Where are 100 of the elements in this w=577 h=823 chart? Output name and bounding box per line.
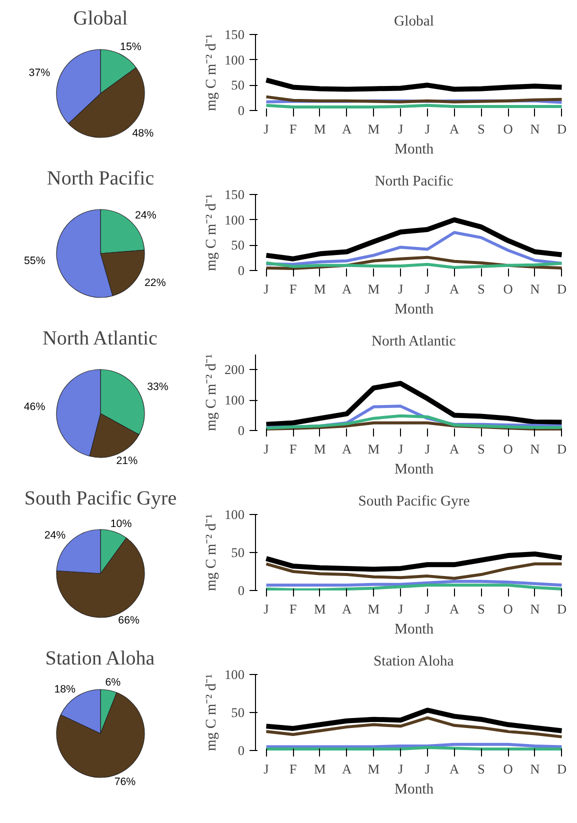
chart-title: North Atlantic: [42, 328, 158, 350]
data-label: 6%: [105, 676, 122, 688]
x-tick-label: D: [556, 762, 567, 776]
x-tick-label: A: [342, 762, 352, 776]
x-tick-label: D: [556, 602, 567, 616]
x-tick-label: N: [530, 602, 540, 616]
data-label: 24%: [134, 209, 157, 222]
x-tick-label: J: [398, 282, 404, 296]
data-label: 33%: [147, 381, 169, 394]
y-tick-label: 0: [238, 743, 245, 758]
y-axis-title: mg C m⁻² d⁻¹: [204, 34, 220, 112]
chart-title: South Pacific Gyre: [24, 488, 177, 510]
x-tick-label: M: [314, 442, 326, 456]
y-tick-label: 50: [231, 238, 245, 253]
x-tick-label: N: [530, 442, 540, 456]
y-tick-label: 0: [238, 103, 245, 118]
x-tick-label: J: [264, 122, 269, 136]
x-tick-label: J: [264, 282, 269, 296]
x-tick-label: A: [449, 762, 460, 776]
data-label: 76%: [114, 776, 136, 788]
data-label: 22%: [144, 277, 166, 290]
data-label: 55%: [24, 254, 46, 267]
x-tick-label: D: [556, 442, 567, 456]
x-tick-label: F: [289, 282, 297, 296]
x-tick-label: J: [398, 442, 404, 456]
data-label: 24%: [44, 530, 66, 542]
y-tick-label: 100: [224, 52, 245, 68]
y-tick-label: 0: [238, 423, 245, 438]
x-tick-label: J: [264, 762, 269, 776]
y-axis-title: mg C m⁻² d⁻¹: [204, 514, 220, 592]
chart-title: Global: [73, 8, 128, 30]
x-tick-label: S: [477, 602, 485, 616]
x-tick-label: J: [424, 442, 430, 456]
y-tick-label: 200: [224, 362, 245, 378]
chart-title: South Pacific Gyre: [358, 494, 470, 510]
y-tick-label: 50: [231, 705, 245, 720]
x-tick-label: F: [289, 442, 297, 456]
x-tick-label: D: [556, 122, 567, 136]
chart-title: North Pacific: [374, 174, 454, 190]
y-tick-label: 0: [238, 583, 245, 598]
y-tick-label: 100: [224, 667, 245, 682]
data-label: 66%: [118, 614, 140, 627]
x-axis-title: Month: [394, 302, 434, 318]
y-axis-title: mg C m⁻² d⁻¹: [204, 194, 220, 272]
x-tick-label: N: [530, 282, 540, 296]
x-tick-label: A: [449, 122, 460, 136]
x-tick-label: J: [424, 602, 430, 616]
chart-title: North Pacific: [46, 168, 154, 190]
x-tick-label: M: [314, 602, 326, 616]
x-tick-label: N: [530, 122, 540, 136]
x-tick-label: S: [477, 122, 485, 136]
x-tick-label: M: [368, 442, 380, 456]
x-tick-label: M: [368, 602, 380, 616]
x-tick-label: M: [368, 282, 380, 296]
x-tick-label: O: [503, 122, 514, 136]
x-tick-label: O: [503, 442, 514, 456]
y-tick-label: 100: [224, 212, 245, 228]
data-label: 18%: [54, 684, 76, 696]
data-label: 21%: [116, 455, 138, 468]
x-tick-label: M: [314, 762, 326, 776]
data-label: 37%: [28, 66, 51, 79]
x-tick-label: S: [477, 282, 485, 296]
data-label: 10%: [110, 518, 132, 530]
x-tick-label: S: [477, 762, 485, 776]
chart-title: Station Aloha: [373, 654, 454, 670]
x-tick-label: J: [398, 122, 404, 136]
x-axis-title: Month: [394, 782, 434, 798]
x-tick-label: D: [556, 282, 567, 296]
x-tick-label: A: [449, 442, 460, 456]
x-tick-label: J: [398, 602, 404, 616]
chart-title: North Atlantic: [371, 334, 456, 350]
x-tick-label: J: [264, 442, 269, 456]
y-tick-label: 150: [224, 187, 245, 202]
x-tick-label: M: [314, 282, 326, 296]
y-tick-label: 100: [224, 392, 245, 408]
x-tick-label: N: [530, 762, 540, 776]
x-tick-label: F: [289, 602, 297, 616]
x-tick-label: J: [424, 122, 430, 136]
y-axis-title: mg C m⁻² d⁻¹: [204, 354, 220, 432]
x-axis-title: Month: [394, 462, 434, 478]
data-label: 46%: [24, 400, 46, 413]
x-tick-label: M: [368, 122, 380, 136]
x-axis-title: Month: [394, 622, 434, 638]
x-tick-label: F: [289, 122, 297, 136]
y-tick-label: 50: [231, 545, 245, 560]
x-tick-label: A: [449, 282, 460, 296]
x-tick-label: O: [503, 282, 514, 296]
x-tick-label: J: [398, 762, 404, 776]
x-tick-label: J: [264, 602, 269, 616]
x-axis-title: Month: [394, 142, 434, 158]
y-axis-title: mg C m⁻² d⁻¹: [204, 674, 220, 752]
data-label: 15%: [120, 41, 142, 54]
y-tick-label: 50: [231, 78, 245, 93]
y-tick-label: 0: [238, 263, 245, 278]
chart-title: Station Aloha: [45, 648, 155, 670]
x-tick-label: O: [503, 762, 514, 776]
x-tick-label: A: [342, 122, 352, 136]
x-tick-label: S: [477, 442, 485, 456]
x-tick-label: J: [424, 282, 430, 296]
x-tick-label: A: [342, 602, 352, 616]
